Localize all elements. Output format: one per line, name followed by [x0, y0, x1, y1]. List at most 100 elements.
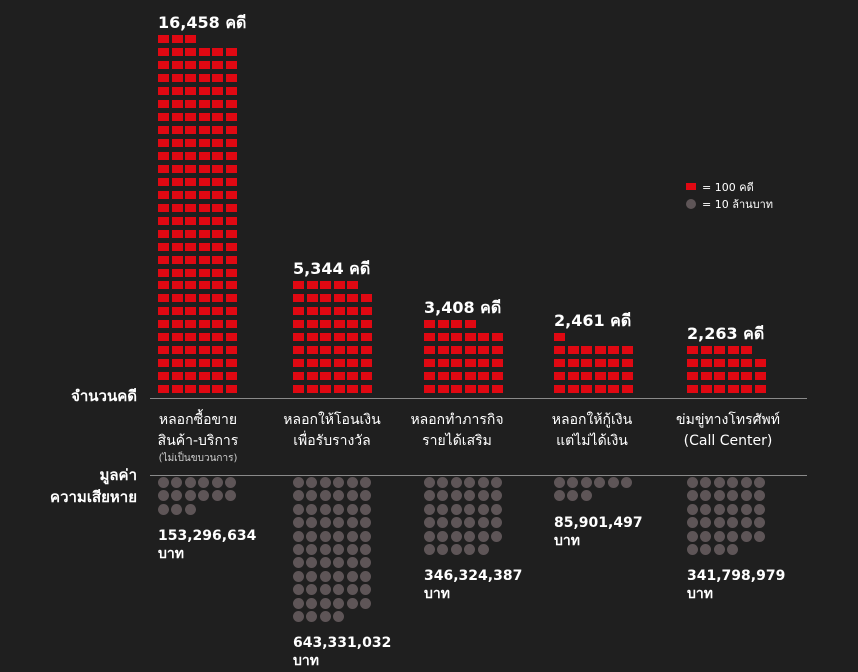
category-line1: ข่มขู่ทางโทรศัพท์ — [676, 412, 780, 428]
case-square — [622, 372, 633, 381]
case-square — [451, 385, 463, 394]
case-square — [158, 113, 169, 122]
case-square — [158, 281, 169, 290]
case-square — [333, 307, 345, 316]
case-square — [347, 385, 359, 394]
loss-dot — [687, 503, 698, 515]
case-square — [171, 216, 183, 225]
case-square — [594, 346, 606, 355]
loss-dot — [687, 517, 698, 529]
case-square — [361, 346, 372, 355]
case-square — [198, 126, 210, 135]
case-square — [212, 152, 224, 160]
case-square — [347, 346, 359, 355]
case-square — [451, 372, 463, 381]
loss-dot — [333, 570, 345, 582]
case-square — [306, 307, 318, 316]
case-square — [347, 372, 359, 381]
loss-dot — [360, 584, 371, 596]
case-square — [333, 320, 345, 329]
case-square — [171, 372, 183, 381]
loss-dot — [437, 544, 449, 555]
case-square — [212, 307, 224, 316]
category-line1: หลอกทำภารกิจ — [410, 412, 504, 428]
case-square — [464, 385, 476, 394]
case-square — [198, 359, 210, 368]
loss-dot — [319, 597, 331, 609]
loss-dot — [333, 530, 345, 542]
case-square — [226, 359, 237, 368]
case-square — [293, 385, 304, 394]
case-square — [727, 372, 739, 381]
loss-dot — [491, 503, 502, 515]
count-label: 2,461 คดี — [554, 311, 632, 331]
case-square — [198, 307, 210, 316]
case-square — [185, 203, 197, 212]
case-square — [320, 385, 332, 394]
loss-dot — [293, 597, 304, 609]
loss-dot — [333, 477, 345, 488]
case-square — [608, 372, 620, 381]
loss-dot — [700, 503, 712, 515]
loss-dot — [464, 544, 476, 555]
category-line2: (Call Center) — [683, 433, 773, 449]
case-square — [478, 333, 490, 342]
case-square — [226, 74, 237, 83]
loss-value: 346,324,387 — [424, 568, 523, 585]
case-square — [608, 346, 620, 355]
loss-dot — [464, 517, 476, 529]
case-square — [198, 268, 210, 277]
loss-dot — [713, 477, 725, 488]
case-square — [478, 346, 490, 355]
case-square — [198, 385, 210, 394]
loss-dot — [360, 517, 371, 529]
loss-dot — [754, 477, 765, 488]
case-square — [424, 359, 435, 368]
case-square — [741, 372, 753, 381]
case-square — [437, 346, 449, 355]
case-square — [198, 164, 210, 173]
loss-dot — [727, 544, 739, 555]
case-square — [171, 333, 183, 342]
loss-dot — [607, 477, 619, 488]
case-square — [158, 229, 169, 238]
case-square — [185, 216, 197, 225]
case-square — [171, 74, 183, 83]
loss-dot — [333, 490, 345, 502]
case-square — [492, 346, 503, 355]
loss-dot — [567, 490, 579, 502]
loss-dot — [450, 544, 462, 555]
case-square — [554, 333, 565, 342]
case-square — [171, 359, 183, 368]
case-square — [226, 333, 237, 342]
legend-loss-label: = 10 ล้านบาท — [702, 197, 774, 211]
case-square — [741, 385, 753, 394]
case-square — [171, 281, 183, 290]
loss-dot — [700, 517, 712, 529]
case-square — [171, 385, 183, 394]
category-line2: รายได้เสริม — [422, 433, 492, 449]
case-square — [212, 255, 224, 264]
case-square — [437, 320, 449, 329]
loss-dot — [333, 557, 345, 569]
case-square — [320, 307, 332, 316]
loss-dot — [477, 517, 489, 529]
case-square — [212, 333, 224, 342]
loss-dot — [687, 477, 698, 488]
case-square — [185, 126, 197, 135]
case-square — [714, 359, 726, 368]
case-square — [320, 359, 332, 368]
case-square — [198, 333, 210, 342]
case-square — [478, 359, 490, 368]
case-square — [158, 190, 169, 199]
case-square — [226, 372, 237, 381]
loss-dot — [158, 477, 169, 488]
case-square — [226, 126, 237, 135]
case-square — [198, 87, 210, 96]
case-square — [608, 359, 620, 368]
loss-dot — [700, 490, 712, 502]
case-square — [185, 333, 197, 342]
loss-unit: บาท — [293, 653, 319, 670]
loss-dot — [225, 477, 236, 488]
loss-dot — [293, 490, 304, 502]
